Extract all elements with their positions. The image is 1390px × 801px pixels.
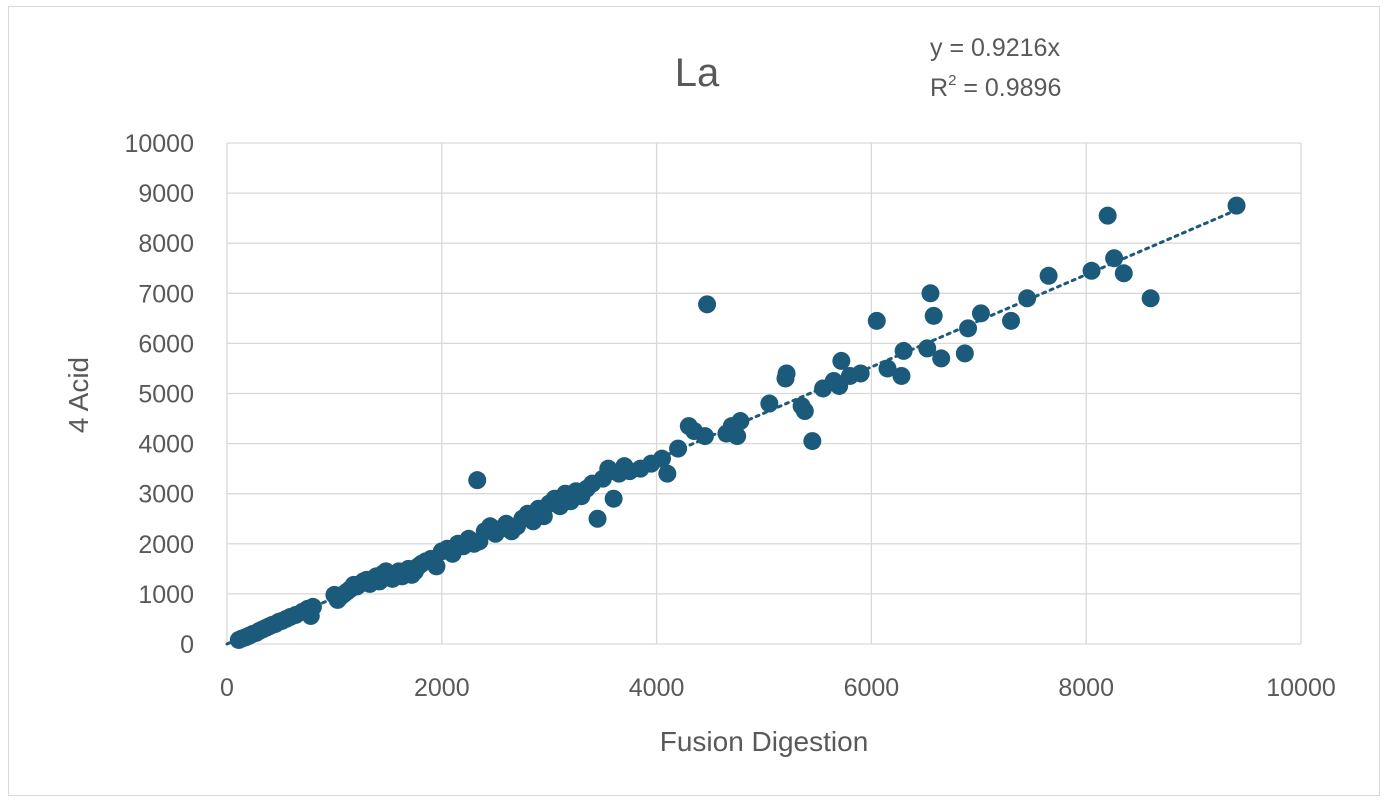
data-point <box>588 509 607 528</box>
data-point <box>878 359 897 378</box>
data-point <box>604 489 623 508</box>
chart-title: La <box>675 51 720 95</box>
data-point <box>1082 261 1101 280</box>
data-point <box>892 366 911 385</box>
y-tick-label: 0 <box>180 631 194 659</box>
data-point <box>894 341 913 360</box>
data-point <box>728 427 747 446</box>
x-tick-label: 4000 <box>629 674 685 702</box>
data-point <box>731 412 750 431</box>
data-point <box>795 402 814 421</box>
data-point <box>959 319 978 338</box>
data-point <box>932 349 951 368</box>
data-point <box>1114 264 1133 283</box>
r-squared-superscript: 2 <box>948 72 956 89</box>
data-point <box>851 364 870 383</box>
gridlines <box>226 142 1302 645</box>
data-point <box>921 284 940 303</box>
y-tick-label: 2000 <box>138 531 194 559</box>
data-points <box>229 196 1246 649</box>
x-tick-label: 8000 <box>1058 674 1114 702</box>
r-squared-label: R2 = 0.9896 <box>930 72 1061 102</box>
x-tick-label: 2000 <box>414 674 470 702</box>
y-tick-label: 10000 <box>124 130 194 158</box>
x-tick-label: 10000 <box>1266 674 1336 702</box>
y-tick-label: 6000 <box>138 330 194 358</box>
y-tick-labels: 0 1000 2000 3000 4000 5000 6000 7000 8000 9000 100… <box>124 130 194 659</box>
data-point <box>1018 289 1037 308</box>
data-point <box>698 295 717 314</box>
x-tick-labels: 0 2000 4000 6000 8000 10000 <box>220 674 1336 702</box>
data-point <box>1002 311 1021 330</box>
r-squared-value: = 0.9896 <box>956 74 1061 102</box>
x-tick-label: 0 <box>220 674 234 702</box>
data-point <box>669 439 688 458</box>
y-tick-label: 9000 <box>138 180 194 208</box>
y-tick-label: 7000 <box>138 280 194 308</box>
y-axis-title: 4 Acid <box>63 357 94 433</box>
data-point <box>1098 206 1117 225</box>
data-point <box>427 557 446 576</box>
r-squared-symbol: R <box>930 74 948 102</box>
data-point <box>760 394 779 413</box>
data-point <box>303 597 322 616</box>
data-point <box>658 464 677 483</box>
data-point <box>924 306 943 325</box>
x-tick-label: 6000 <box>844 674 900 702</box>
data-point <box>1141 289 1160 308</box>
data-point <box>971 304 990 323</box>
data-point <box>1105 249 1124 268</box>
y-tick-label: 4000 <box>138 431 194 459</box>
data-point <box>918 339 937 358</box>
y-tick-label: 3000 <box>138 481 194 509</box>
data-point <box>955 344 974 363</box>
chart-frame <box>8 6 1380 796</box>
trendline-equation: y = 0.9216x <box>930 34 1060 62</box>
data-point <box>695 427 714 446</box>
data-point <box>652 449 671 468</box>
data-point <box>777 364 796 383</box>
data-point <box>1227 196 1246 215</box>
y-tick-label: 1000 <box>138 581 194 609</box>
y-tick-label: 8000 <box>138 230 194 258</box>
y-tick-label: 5000 <box>138 381 194 409</box>
data-point <box>468 471 487 490</box>
data-point <box>1039 266 1058 285</box>
data-point <box>867 311 886 330</box>
x-axis-title: Fusion Digestion <box>660 726 869 757</box>
data-point <box>832 351 851 370</box>
data-point <box>803 432 822 451</box>
